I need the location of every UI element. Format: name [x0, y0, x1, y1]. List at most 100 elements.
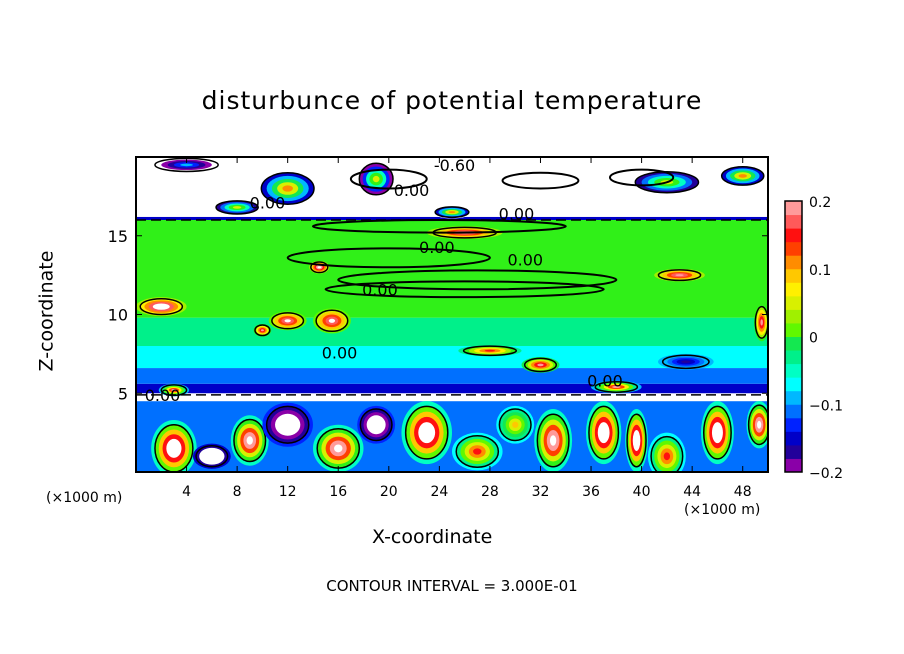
- field: -0.600.000.000.000.000.000.000.000.000.0…: [136, 156, 768, 472]
- field-layer: [136, 317, 768, 346]
- anomaly-ring: [180, 163, 193, 167]
- colorbar-bin: [785, 417, 802, 432]
- contour-label: -0.60: [434, 156, 475, 175]
- contour-line: [501, 171, 580, 190]
- y-tick-label: 15: [108, 227, 128, 246]
- colorbar-bin: [785, 336, 802, 351]
- anomaly-ring: [738, 174, 747, 178]
- anomaly-ring: [232, 206, 242, 209]
- x-tick-label: 24: [430, 484, 448, 500]
- colorbar-tick-label: 0.1: [809, 263, 831, 279]
- field-layer: [136, 368, 768, 384]
- x-tick-label: 12: [279, 484, 297, 500]
- anomaly-ring: [675, 274, 684, 277]
- anomaly-ring: [549, 435, 557, 446]
- anomaly-ring: [422, 427, 431, 438]
- anomaly-ring: [448, 211, 456, 214]
- contour-label: 0.00: [362, 280, 398, 299]
- anomaly-ring: [171, 389, 177, 392]
- anomaly-ring: [208, 454, 215, 459]
- colorbar-bin: [785, 458, 802, 473]
- anomaly-ring: [328, 318, 336, 323]
- contour-line: [286, 247, 491, 269]
- contour-label: 0.00: [419, 238, 455, 257]
- colorbar-bin: [785, 309, 802, 324]
- colorbar-bin: [785, 390, 802, 405]
- anomaly-ring: [634, 435, 639, 446]
- colorbar-bin: [785, 268, 802, 283]
- anomaly-ring: [681, 360, 691, 364]
- anomaly-ring: [157, 305, 166, 309]
- colorbar-bin: [785, 444, 802, 459]
- x-tick-label: 44: [683, 484, 701, 500]
- colorbar-bin: [785, 228, 802, 243]
- y-axis-units: (×1000 m): [46, 490, 123, 506]
- colorbar-bin: [785, 241, 802, 256]
- contour-label: 0.00: [145, 386, 181, 405]
- anomaly-ring: [260, 329, 264, 332]
- x-tick-label: 20: [380, 484, 398, 500]
- contour-label: 0.00: [250, 194, 286, 213]
- x-tick-label: 32: [532, 484, 550, 500]
- anomaly-ring: [600, 427, 607, 438]
- colorbar-bin: [785, 201, 802, 216]
- contour-interval: CONTOUR INTERVAL = 3.000E-01: [326, 577, 578, 595]
- field-layer: [136, 393, 768, 402]
- anomaly-ring: [473, 448, 482, 455]
- anomaly-ring: [284, 319, 291, 323]
- anomaly-ring: [246, 436, 253, 445]
- colorbar-bin: [785, 295, 802, 310]
- colorbar-bin: [785, 282, 802, 297]
- anomaly-ring: [282, 185, 293, 192]
- colorbar-tick-label: 0: [809, 331, 818, 347]
- colorbar-bin: [785, 363, 802, 378]
- contour-label: 0.00: [322, 343, 358, 362]
- anomaly-ring: [283, 421, 292, 429]
- anomaly-ring: [537, 363, 544, 367]
- x-tick-label: 28: [481, 484, 499, 500]
- contour-line: [349, 168, 428, 190]
- x-tick-label: 36: [582, 484, 600, 500]
- colorbar-tick-label: −0.2: [809, 466, 843, 482]
- y-tick-label: 10: [108, 306, 128, 325]
- x-tick-label: 4: [182, 484, 191, 500]
- contour-label: 0.00: [499, 205, 535, 224]
- anomaly-ring: [760, 319, 763, 326]
- contour-line: [609, 168, 675, 187]
- field-layer: [136, 383, 768, 394]
- colorbar-bin: [785, 431, 802, 446]
- anomaly-ring: [612, 385, 621, 389]
- anomaly-ring: [512, 421, 519, 428]
- contour-label: 0.00: [394, 181, 430, 200]
- x-tick-label: 16: [329, 484, 347, 500]
- colorbar-bin: [785, 350, 802, 365]
- colorbar-bin: [785, 214, 802, 229]
- colorbar-bin: [785, 255, 802, 270]
- colorbar-frame: [784, 200, 803, 473]
- anomaly-ring: [317, 266, 321, 269]
- x-tick-label: 40: [633, 484, 651, 500]
- anomaly-ring: [334, 444, 343, 453]
- anomaly-ring: [373, 421, 380, 428]
- colorbar-bin: [785, 377, 802, 392]
- field-layer: [136, 216, 768, 220]
- chart-title: disturbunce of potential temperature: [201, 86, 703, 115]
- anomaly-ring: [757, 420, 762, 429]
- y-axis-label: Z-coordinate: [35, 250, 58, 372]
- x-tick-label: 8: [233, 484, 242, 500]
- contour-line: [337, 269, 618, 291]
- contour-label: 0.00: [507, 250, 543, 269]
- anomaly-ring: [714, 427, 721, 438]
- anomaly-ring: [372, 175, 380, 183]
- field-layer: [136, 346, 768, 369]
- y-tick-label: 5: [118, 384, 128, 403]
- anomaly-ring: [484, 349, 496, 352]
- x-tick-label: 48: [734, 484, 752, 500]
- colorbar-bin: [785, 322, 802, 337]
- colorbar-bin: [785, 404, 802, 419]
- x-axis-label: X-coordinate: [372, 526, 493, 548]
- anomaly-ring: [170, 443, 178, 454]
- x-axis-units: (×1000 m): [684, 502, 761, 518]
- contour-line: [324, 280, 605, 299]
